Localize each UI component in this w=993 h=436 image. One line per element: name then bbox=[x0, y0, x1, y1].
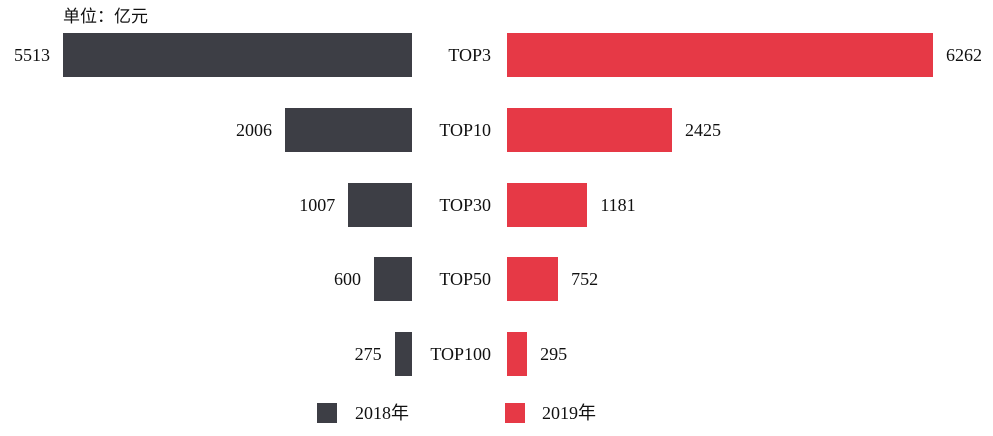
bar-right-top30 bbox=[507, 183, 588, 227]
bar-left-top100 bbox=[394, 332, 412, 376]
value-label-left-top10: 2006 bbox=[236, 120, 273, 140]
legend-item-2018: 2018年 bbox=[317, 400, 409, 426]
value-label-right-top10: 2425 bbox=[684, 120, 721, 140]
legend-item-2019: 2019年 bbox=[505, 400, 596, 426]
value-label-left-top100: 275 bbox=[354, 344, 382, 364]
bar-right-top100 bbox=[507, 332, 528, 376]
legend-label-2019: 2019年 bbox=[542, 403, 596, 423]
legend-swatch-2018 bbox=[317, 403, 337, 423]
value-label-left-top3: 5513 bbox=[14, 45, 50, 65]
bar-left-top50 bbox=[374, 257, 412, 301]
category-label-top100: TOP100 bbox=[430, 344, 491, 364]
value-label-right-top3: 6262 bbox=[946, 45, 982, 65]
legend-swatch-2019 bbox=[505, 403, 525, 423]
bar-right-top50 bbox=[507, 257, 559, 301]
legend-label-2018: 2018年 bbox=[355, 403, 409, 423]
bar-left-top30 bbox=[348, 183, 412, 227]
unit-label: 单位：亿元 bbox=[63, 7, 148, 26]
category-label-top3: TOP3 bbox=[448, 45, 491, 65]
category-label-top30: TOP30 bbox=[439, 195, 491, 215]
value-label-right-top30: 1181 bbox=[600, 195, 636, 215]
bar-right-top10 bbox=[507, 108, 672, 152]
bar-left-top3 bbox=[63, 33, 412, 77]
category-label-top10: TOP10 bbox=[439, 120, 491, 140]
bar-left-top10 bbox=[285, 108, 412, 152]
value-label-right-top50: 752 bbox=[571, 269, 599, 289]
value-label-right-top100: 295 bbox=[540, 344, 568, 364]
category-label-top50: TOP50 bbox=[439, 269, 491, 289]
value-label-left-top30: 1007 bbox=[299, 195, 336, 215]
value-label-left-top50: 600 bbox=[334, 269, 362, 289]
bar-right-top3 bbox=[507, 33, 933, 77]
